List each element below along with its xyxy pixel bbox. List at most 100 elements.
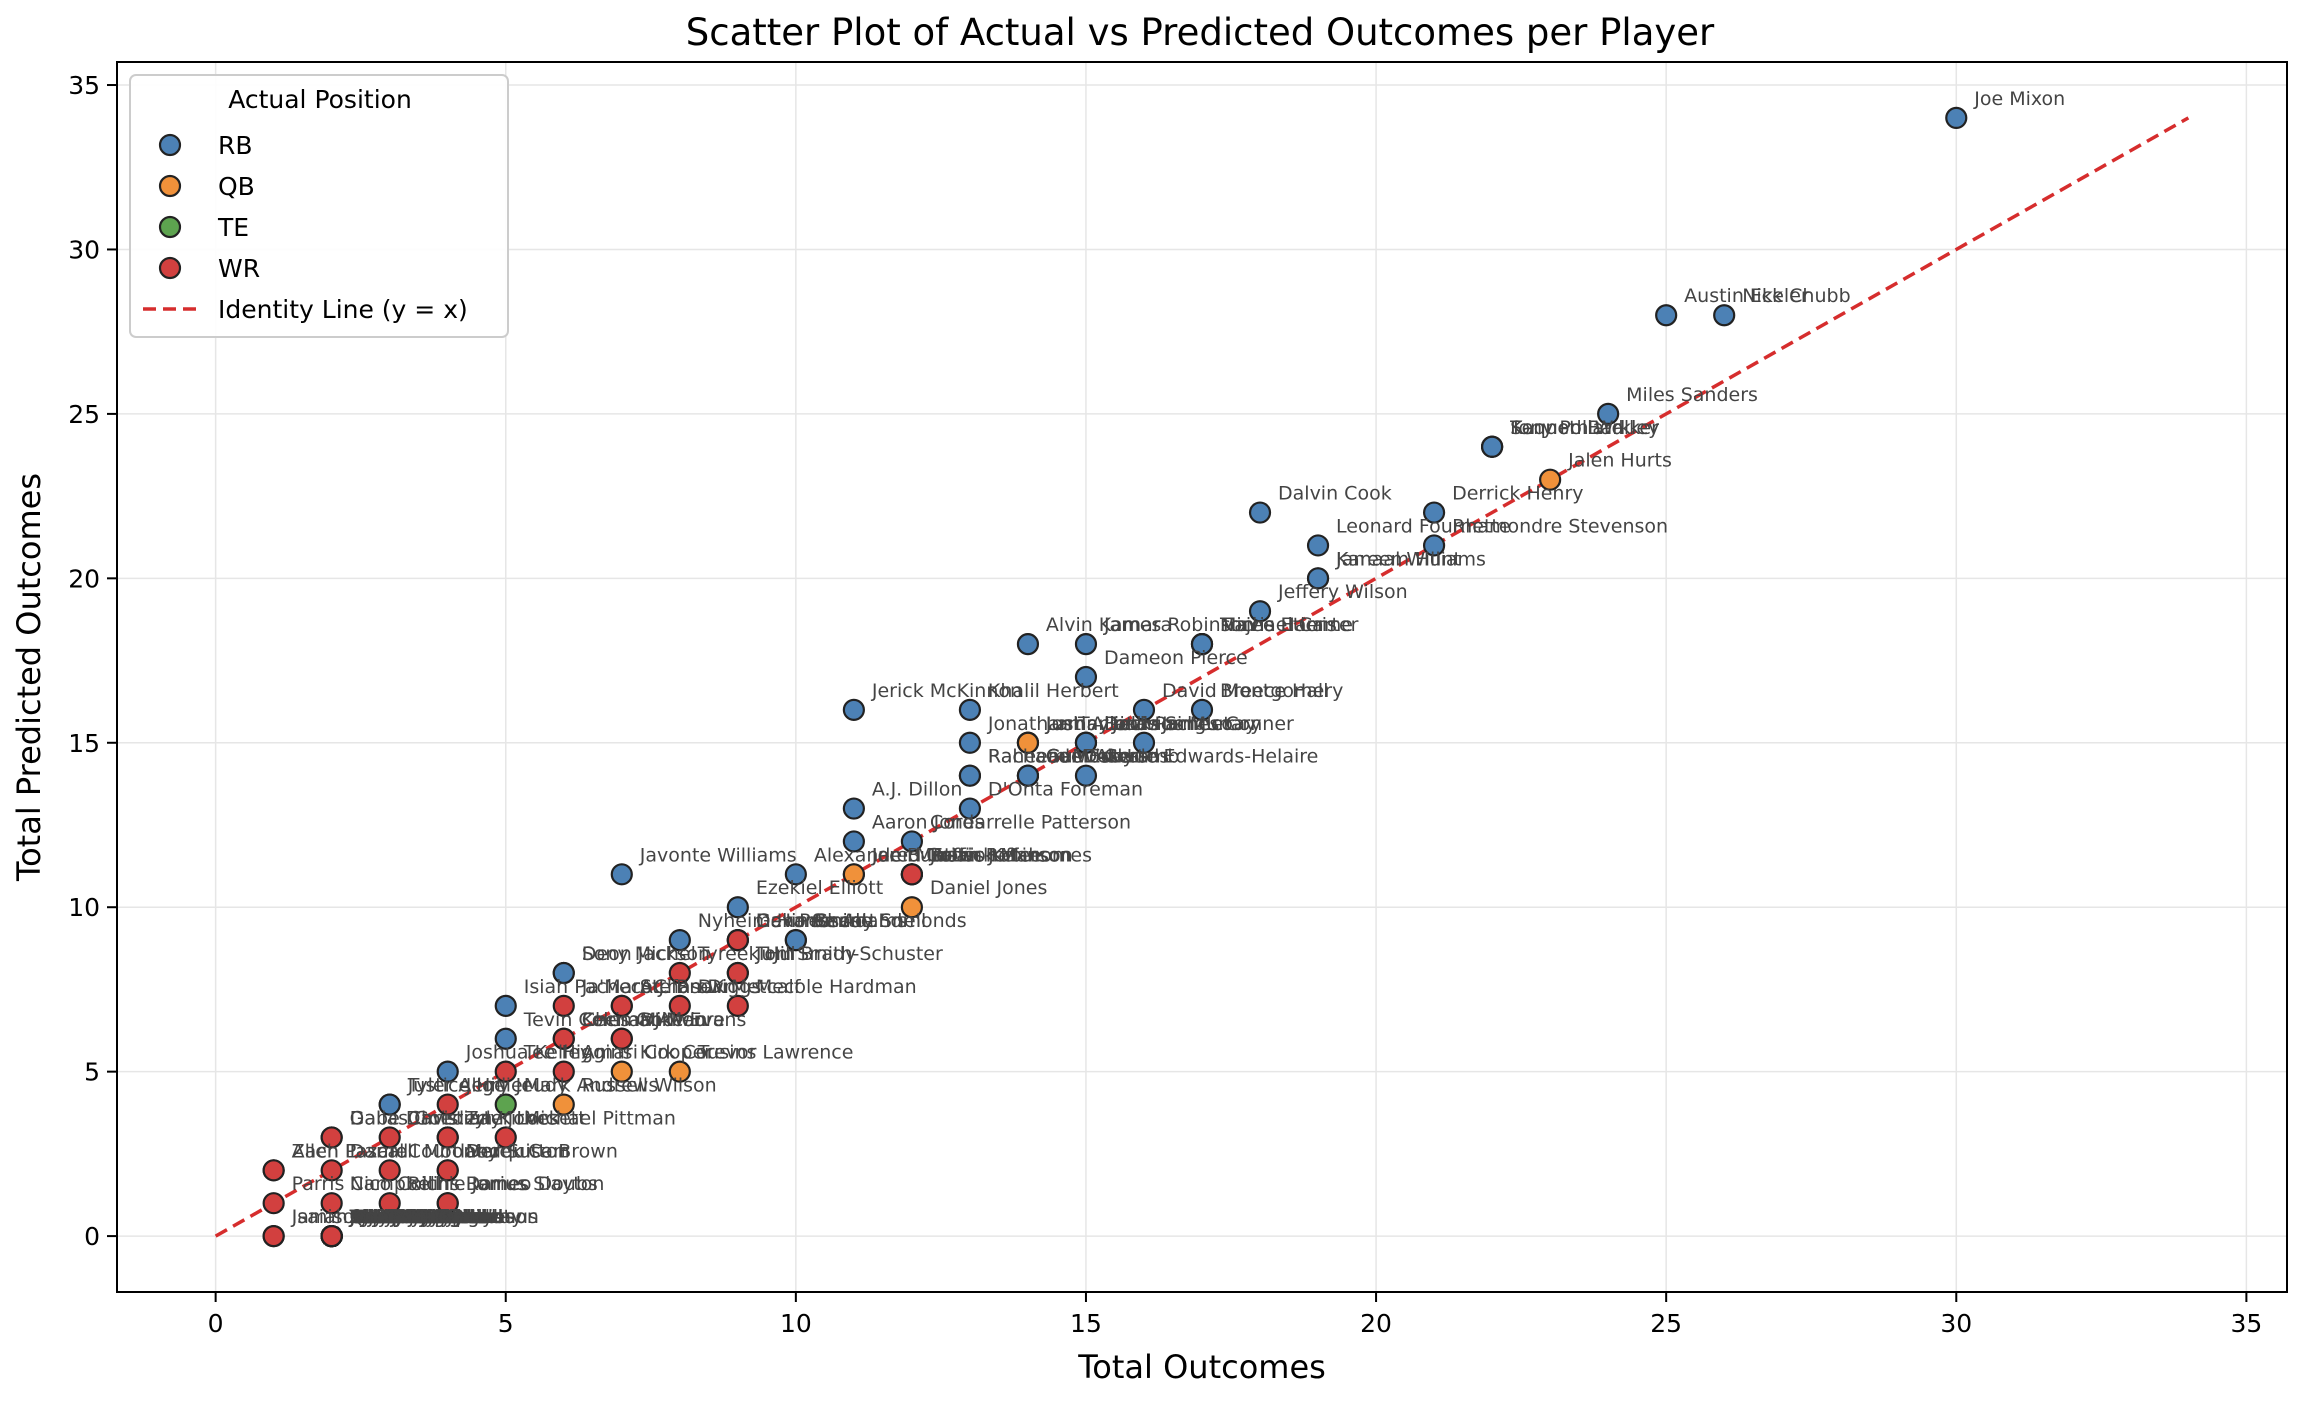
data-point-qb — [842, 863, 865, 886]
point-label: Trevor Lawrence — [697, 1042, 854, 1064]
point-label: Josh Allen — [1045, 713, 1139, 735]
point-label: Aaron Jones — [872, 811, 985, 833]
point-label: Travis Etienne — [1219, 614, 1353, 636]
data-point-rb — [900, 830, 923, 853]
point-label: Russell Wilson — [582, 1075, 717, 1097]
point-label: Sammy Watkins — [350, 1206, 503, 1228]
data-point-wr — [668, 961, 691, 985]
x-tick-label: 30 — [1940, 1309, 1972, 1338]
data-point-wr — [436, 1192, 459, 1215]
point-label: DeVante Parker — [350, 1206, 497, 1228]
point-label: Jalen Guyton — [349, 1206, 471, 1228]
y-tick-label: 10 — [68, 893, 100, 922]
point-label: Kyle Philips — [350, 1206, 457, 1228]
point-label: Khalil Shakir — [350, 1206, 468, 1228]
point-label: Tyler Boyd — [349, 1206, 449, 1228]
point-label: Clyde Edwards-Helaire — [1104, 746, 1318, 768]
point-label: Kendrick Bourne — [350, 1206, 506, 1228]
point-label: Mark Andrews — [524, 1075, 659, 1097]
point-label: Kirk Cousins — [640, 1042, 757, 1064]
point-label: Rashid Shaheed — [350, 1206, 503, 1228]
legend-label-rb: RB — [218, 131, 253, 160]
point-label: Sony Michel — [582, 943, 696, 965]
point-label: Jamison Crowder — [291, 1206, 452, 1228]
point-label: Mike Evans — [640, 1009, 747, 1031]
y-tick-label: 25 — [68, 400, 100, 429]
chart-title: Scatter Plot of Actual vs Predicted Outc… — [686, 11, 1715, 54]
point-label: Robert Woods — [350, 1206, 482, 1228]
point-label: Alexander Mattison — [814, 844, 998, 866]
data-point-rb — [436, 1060, 459, 1083]
y-tick-label: 20 — [68, 564, 100, 593]
x-axis-title: Total Outcomes — [1077, 1348, 1326, 1386]
point-label: Parris Campbell — [350, 1206, 499, 1228]
point-label: Isaiah Hodgins — [350, 1206, 489, 1228]
data-point-wr — [726, 961, 749, 985]
data-point-rb — [958, 797, 982, 820]
point-label: Darius Slayton — [466, 1173, 605, 1195]
point-label: Chase Edmonds — [814, 910, 967, 932]
point-label: Travis Kelce — [929, 844, 1041, 866]
data-point-qb — [610, 1060, 633, 1083]
data-point-wr — [436, 1159, 459, 1182]
data-point-wr — [320, 1126, 343, 1149]
point-label: Nico Collins — [350, 1173, 460, 1195]
point-label: Tee Higgins — [523, 1042, 633, 1064]
point-label: Deon Jackson — [582, 943, 710, 965]
legend-label-qb: QB — [218, 172, 255, 201]
point-label: James Robinson — [1103, 614, 1254, 636]
point-label: Isiah Pacheco — [1104, 713, 1233, 735]
point-label: Allen Robinson — [350, 1206, 490, 1228]
data-point-rb — [1597, 402, 1620, 425]
point-label: Chase Claypool — [350, 1206, 497, 1228]
point-label: Josh Reynolds — [349, 1206, 481, 1228]
data-point-rb — [1422, 534, 1446, 557]
point-label: Nick Chubb — [1742, 285, 1850, 307]
point-label: Dameon Pierce — [1104, 647, 1248, 669]
point-label: Benny Snell — [814, 910, 926, 932]
point-label: Cordarrelle Patterson — [930, 811, 1131, 833]
point-label: Curtis Samuel — [350, 1206, 483, 1228]
point-label: Kenneth Walker — [1510, 417, 1659, 439]
point-label: Brian Robinson — [930, 844, 1073, 866]
data-point-rb — [1190, 698, 1214, 721]
data-point-qb — [1539, 468, 1562, 491]
point-label: Jamaal Williams — [1335, 548, 1486, 570]
point-label: Najee Harris — [1220, 614, 1337, 636]
point-label: Zay Jones — [466, 1107, 559, 1129]
data-point-wr — [494, 1126, 517, 1149]
point-label: CeeDee Lamb — [1046, 746, 1180, 768]
data-point-wr — [610, 994, 633, 1017]
data-point-rb — [1655, 304, 1678, 327]
point-label: Darnell Mooney — [350, 1140, 499, 1162]
data-point-wr — [320, 1224, 343, 1248]
point-label: Tyler Allgeier — [407, 1075, 531, 1097]
point-label: Lamar Jackson — [1046, 713, 1185, 735]
legend-marker-te — [158, 215, 182, 239]
x-tick-label: 10 — [780, 1309, 812, 1338]
point-label: Nyheim Hines — [698, 910, 830, 932]
point-label: Ben Skowronek — [350, 1206, 496, 1228]
plot-frame — [116, 61, 2288, 1293]
point-label: DK Metcalf — [698, 976, 802, 998]
point-label: Isiah Pacheco — [524, 976, 653, 998]
point-label: Laviska Shenault — [350, 1206, 511, 1228]
point-label: Jeffery Wilson — [1277, 581, 1408, 603]
point-label: Gus Edwards — [1046, 746, 1169, 768]
legend-label-wr: WR — [218, 254, 260, 283]
point-label: Leonard Fournette — [1336, 515, 1511, 537]
point-label: Dallas Goedert — [350, 1107, 491, 1129]
legend-marker-wr — [158, 256, 182, 280]
point-label: Alec Pierce — [350, 1206, 454, 1228]
y-tick-label: 15 — [68, 729, 100, 758]
data-point-rb — [1248, 600, 1272, 623]
data-point-rb — [1132, 698, 1156, 721]
point-label: Justin Fields — [1045, 713, 1158, 735]
point-label: DeAndre Carter — [350, 1206, 498, 1228]
data-point-wr — [494, 1060, 517, 1083]
x-tick-label: 5 — [498, 1309, 514, 1338]
point-label: Davante Adams — [756, 910, 907, 932]
data-point-wr — [262, 1159, 285, 1182]
point-label: Joe Burrow — [871, 844, 974, 866]
point-label: Justice Hill — [407, 1075, 507, 1097]
